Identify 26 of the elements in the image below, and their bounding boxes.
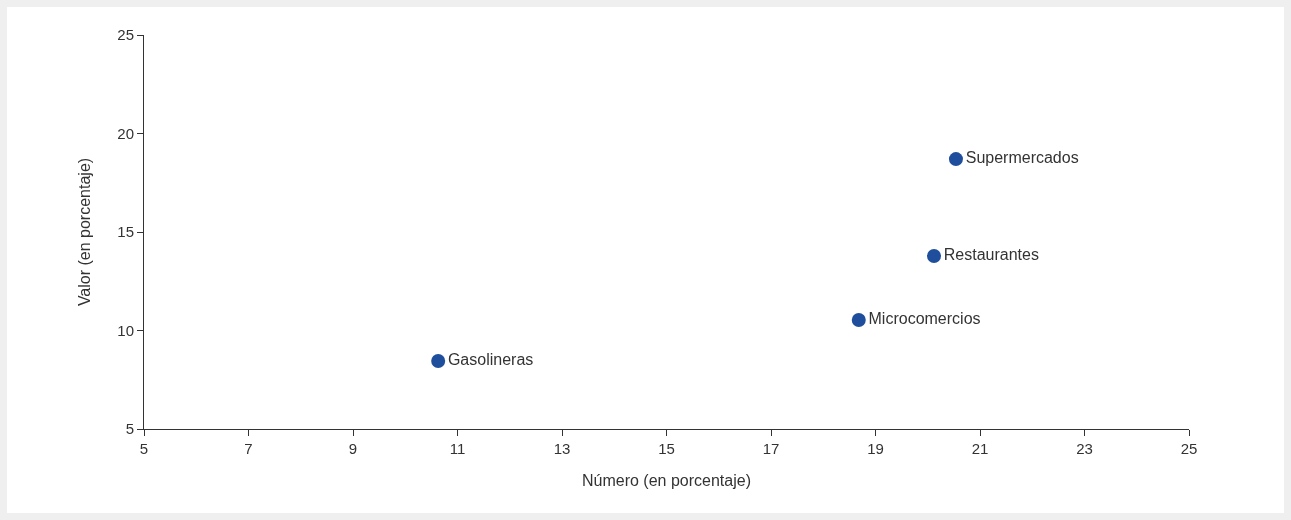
point (927, 249, 942, 264)
x-tick-label: 11 (449, 440, 466, 457)
x-tick-label: 17 (762, 440, 780, 457)
y-tick-label: 20 (117, 124, 134, 142)
x-axis-title: Número (en porcentaje) (582, 471, 751, 489)
series-label: Gasolineras (447, 351, 534, 369)
x-tick-label: 9 (348, 440, 358, 457)
x-tick-label: 7 (244, 440, 253, 457)
y-tick-label: 10 (117, 321, 134, 339)
x-tick-label: 19 (867, 440, 884, 457)
x-tick-label: 5 (139, 440, 149, 457)
x-tick-label: 21 (971, 440, 989, 457)
y-tick-label: 5 (125, 420, 134, 438)
x-tick-label: 25 (1180, 440, 1198, 457)
x-tick-label: 15 (658, 440, 675, 457)
x-tick-label: 13 (553, 440, 571, 457)
point (948, 152, 963, 167)
point (851, 313, 866, 328)
series-label: Microcomercios (868, 310, 981, 328)
series-label: Supermercados (965, 149, 1079, 167)
series-label: Restaurantes (943, 246, 1039, 264)
y-tick-label: 15 (117, 223, 134, 241)
point (431, 354, 446, 369)
y-axis-title: Valor (en porcentaje) (76, 157, 94, 307)
y-tick-label: 25 (117, 26, 134, 44)
x-tick-label: 23 (1076, 440, 1093, 457)
